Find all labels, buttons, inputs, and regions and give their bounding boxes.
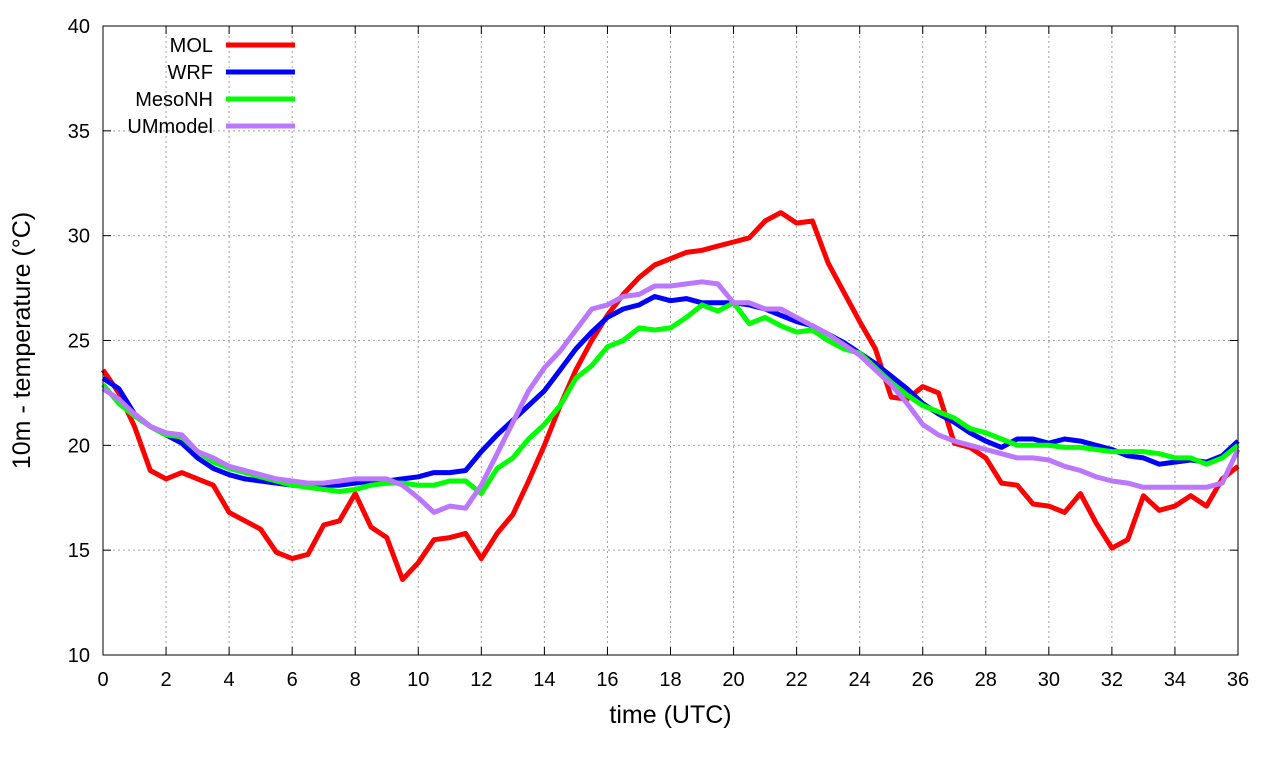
- x-tick-label: 24: [849, 669, 871, 691]
- y-tick-label: 35: [68, 121, 90, 143]
- y-axis-title: 10m - temperature (°C): [8, 212, 36, 469]
- y-tick-label: 40: [68, 16, 90, 38]
- y-tick-label: 25: [68, 331, 90, 353]
- legend-label-ummodel: UMmodel: [127, 116, 213, 138]
- plot-frame: [102, 25, 1239, 656]
- x-tick-label: 0: [97, 669, 108, 691]
- x-tick-label: 2: [160, 669, 171, 691]
- x-tick-label: 36: [1227, 669, 1249, 691]
- y-tick-label: 30: [68, 226, 90, 248]
- x-tick-label: 14: [533, 669, 555, 691]
- x-tick-label: 12: [470, 669, 492, 691]
- x-tick-label: 18: [659, 669, 681, 691]
- x-axis-ticks: 0 2 4 6 8 10 12 14 16 18 20 22 24 26 28 30 32 34 36: [97, 26, 1249, 691]
- x-axis-title: time (UTC): [609, 701, 731, 729]
- x-tick-label: 8: [350, 669, 361, 691]
- legend-label-mesonh: MesoNH: [135, 89, 213, 111]
- x-tick-label: 16: [596, 669, 618, 691]
- y-axis-ticks: 10 15 20 25 30 35 40: [68, 16, 1238, 667]
- x-tick-label: 22: [785, 669, 807, 691]
- x-tick-label: 32: [1101, 669, 1123, 691]
- series-line-ummodel: [101, 279, 1241, 515]
- x-tick-label: 30: [1038, 669, 1060, 691]
- x-tick-label: 28: [975, 669, 997, 691]
- legend-label-mol: MOL: [170, 35, 213, 57]
- series-lines: [100, 210, 1241, 582]
- x-tick-label: 26: [912, 669, 934, 691]
- x-tick-label: 34: [1164, 669, 1186, 691]
- legend-label-wrf: WRF: [167, 62, 213, 84]
- y-tick-label: 10: [68, 645, 90, 667]
- series-line-mesonh: [101, 300, 1240, 497]
- y-tick-label: 20: [68, 435, 90, 457]
- legend: MOL WRF MesoNH UMmodel: [127, 35, 295, 138]
- x-tick-label: 20: [722, 669, 744, 691]
- x-tick-label: 6: [287, 669, 298, 691]
- x-tick-label: 4: [224, 669, 235, 691]
- series-line-mol: [100, 210, 1240, 582]
- y-tick-label: 15: [68, 540, 90, 562]
- grid-lines: [103, 26, 1238, 655]
- x-tick-label: 10: [407, 669, 429, 691]
